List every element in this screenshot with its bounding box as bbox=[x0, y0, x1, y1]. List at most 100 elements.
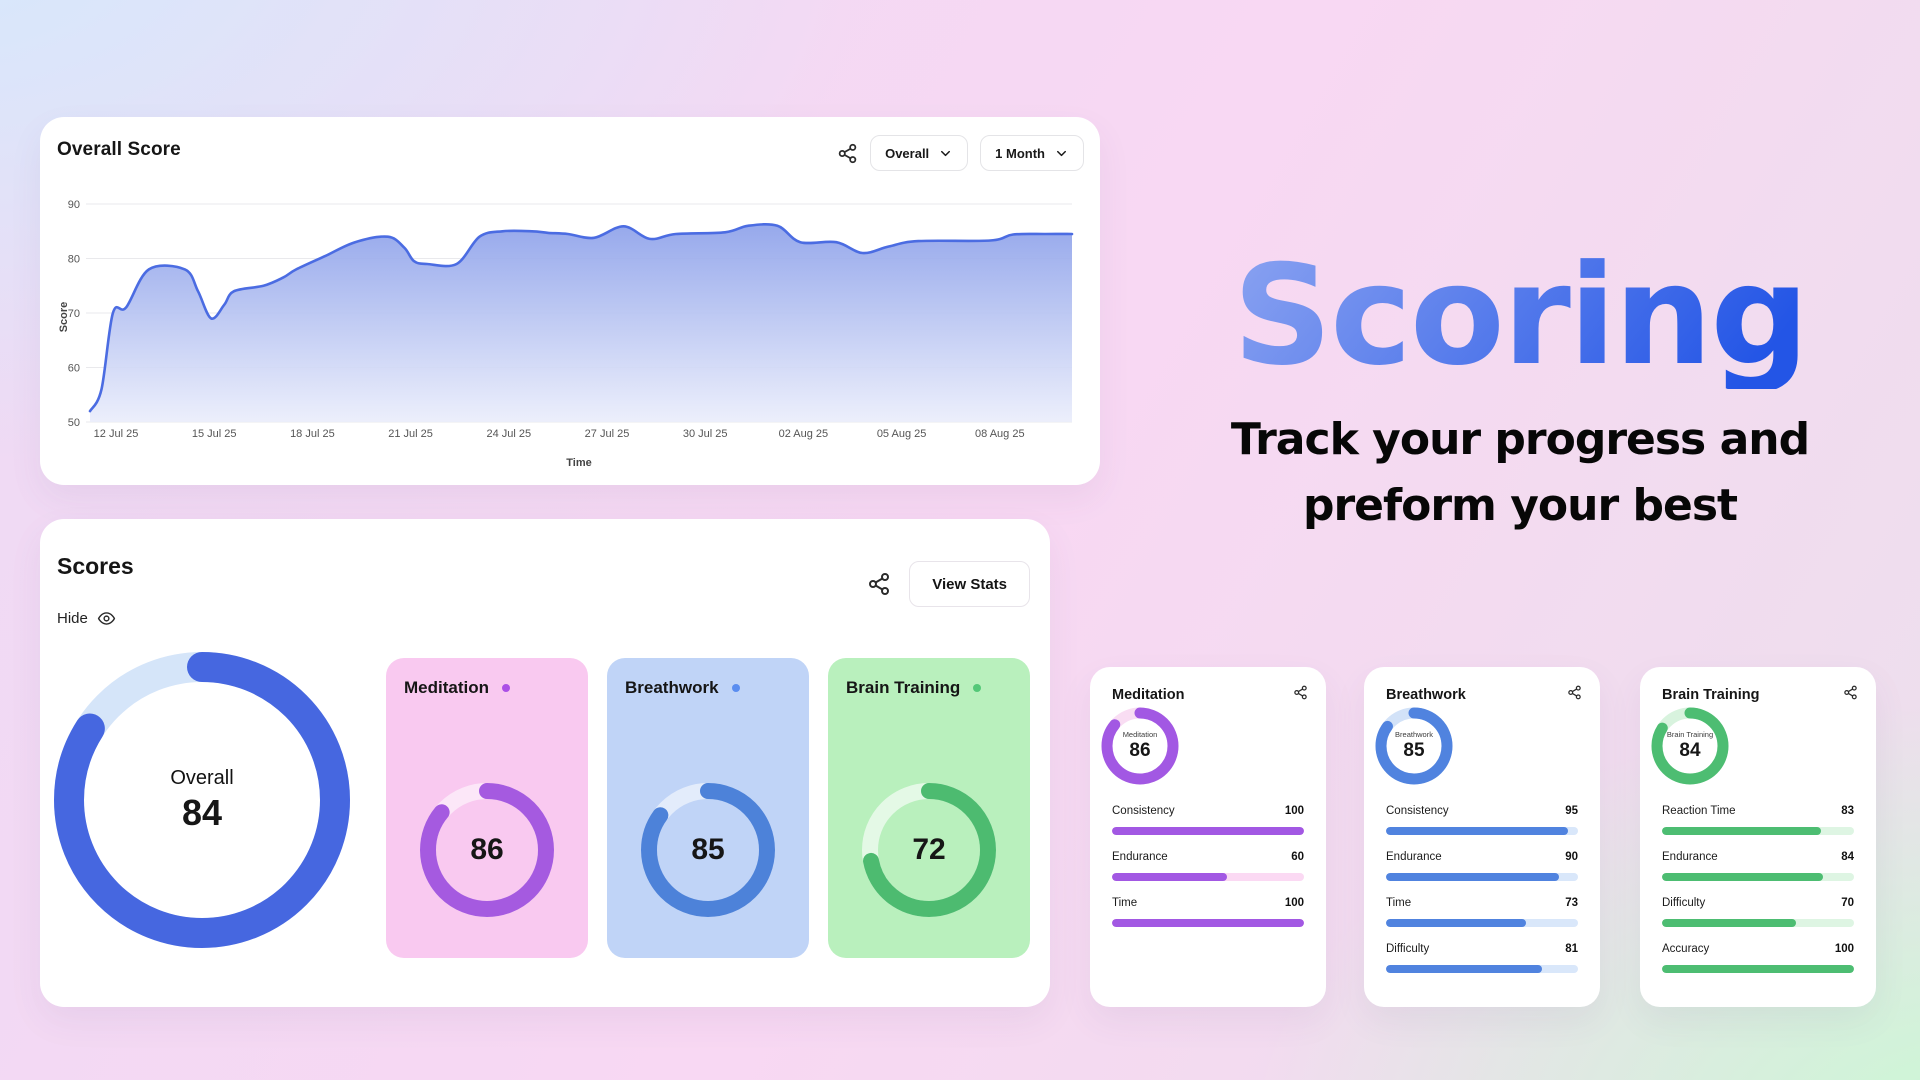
category-title: Meditation bbox=[404, 678, 510, 698]
detail-ring-score: 85 bbox=[1403, 740, 1425, 761]
hide-label: Hide bbox=[57, 610, 88, 627]
metric-bar-fill bbox=[1112, 873, 1228, 881]
svg-text:05 Aug 25: 05 Aug 25 bbox=[877, 428, 927, 440]
metric-value: 81 bbox=[1565, 943, 1578, 955]
metric-label: Time bbox=[1386, 897, 1412, 909]
category-title: Breathwork bbox=[625, 678, 740, 698]
share-icon[interactable] bbox=[837, 143, 858, 164]
metric-value: 100 bbox=[1284, 805, 1304, 817]
metric-value: 100 bbox=[1834, 943, 1854, 955]
metric-dropdown-label: Overall bbox=[885, 145, 930, 161]
metric-bar bbox=[1662, 919, 1854, 927]
share-icon[interactable] bbox=[1293, 685, 1308, 700]
category-card-meditation: Meditation 86 bbox=[386, 658, 588, 958]
detail-card-meditation: Meditation Meditation 86 Consistency 100 Endu… bbox=[1090, 667, 1326, 1007]
svg-text:Time: Time bbox=[566, 457, 591, 469]
svg-text:08 Aug 25: 08 Aug 25 bbox=[975, 428, 1025, 440]
metric-value: 70 bbox=[1841, 897, 1854, 909]
category-ring: 86 bbox=[417, 780, 557, 920]
category-name: Meditation bbox=[404, 678, 489, 697]
category-title: Brain Training bbox=[846, 678, 982, 698]
metric-label: Endurance bbox=[1112, 851, 1168, 863]
metric-bar-fill bbox=[1386, 919, 1527, 927]
metric-value: 83 bbox=[1841, 805, 1854, 817]
svg-text:02 Aug 25: 02 Aug 25 bbox=[779, 428, 829, 440]
metric-dropdown[interactable]: Overall bbox=[870, 135, 969, 171]
metric-row-difficulty: Difficulty 70 bbox=[1662, 897, 1854, 927]
category-cards: Meditation 86 Breathwork 85 Brain Training 72 bbox=[386, 658, 1030, 958]
category-score: 86 bbox=[470, 833, 504, 866]
metric-label: Consistency bbox=[1386, 805, 1449, 817]
metric-row-endurance: Endurance 90 bbox=[1386, 851, 1578, 881]
chevron-down-icon bbox=[1057, 150, 1066, 156]
category-score: 85 bbox=[691, 833, 725, 866]
svg-text:Score: Score bbox=[58, 302, 70, 333]
metric-value: 95 bbox=[1565, 805, 1578, 817]
overall-score-card: Overall Score Overall 1 Month 50 60 70 80 90… bbox=[40, 117, 1100, 485]
detail-ring: Meditation 86 bbox=[1100, 706, 1180, 786]
metric-label: Time bbox=[1112, 897, 1138, 909]
metric-label: Accuracy bbox=[1662, 943, 1710, 955]
hero-subtitle-line1: Track your progress and bbox=[1230, 413, 1810, 465]
metric-bar bbox=[1386, 827, 1578, 835]
hide-toggle[interactable]: Hide bbox=[57, 609, 116, 628]
metric-row-consistency: Consistency 100 bbox=[1112, 805, 1304, 835]
metric-bar-fill bbox=[1386, 827, 1569, 835]
overall-card-actions: Overall 1 Month bbox=[837, 135, 1084, 171]
category-card-brain-training: Brain Training 72 bbox=[828, 658, 1030, 958]
hero-section: Scoring Track your progress and preform … bbox=[1140, 243, 1900, 539]
scores-card: Scores View Stats Hide Overall 84 Medita… bbox=[40, 519, 1050, 1007]
svg-text:12 Jul 25: 12 Jul 25 bbox=[94, 428, 139, 440]
metric-row-endurance: Endurance 60 bbox=[1112, 851, 1304, 881]
detail-ring-label: Meditation bbox=[1122, 730, 1158, 739]
range-dropdown[interactable]: 1 Month bbox=[980, 135, 1084, 171]
metric-label: Difficulty bbox=[1386, 943, 1430, 955]
view-stats-button[interactable]: View Stats bbox=[909, 561, 1030, 607]
metric-value: 84 bbox=[1841, 851, 1854, 863]
eye-icon bbox=[97, 612, 115, 625]
metric-bar bbox=[1662, 965, 1854, 973]
metric-value: 73 bbox=[1565, 897, 1578, 909]
detail-ring-label: Breathwork bbox=[1395, 730, 1433, 739]
svg-text:18 Jul 25: 18 Jul 25 bbox=[290, 428, 335, 440]
metric-bar-fill bbox=[1386, 873, 1559, 881]
category-card-breathwork: Breathwork 85 bbox=[607, 658, 809, 958]
share-icon[interactable] bbox=[1843, 685, 1858, 700]
metric-row-consistency: Consistency 95 bbox=[1386, 805, 1578, 835]
detail-card-breathwork: Breathwork Breathwork 85 Consistency 95 Endur… bbox=[1364, 667, 1600, 1007]
detail-card-title: Meditation bbox=[1112, 687, 1185, 703]
svg-text:21 Jul 25: 21 Jul 25 bbox=[388, 428, 433, 440]
range-dropdown-label: 1 Month bbox=[995, 145, 1045, 161]
svg-text:70: 70 bbox=[68, 308, 80, 320]
scores-card-actions: View Stats bbox=[867, 561, 1030, 607]
detail-metrics: Consistency 95 Endurance 90 Time 73 Difficulty… bbox=[1386, 805, 1578, 989]
metric-row-reaction-time: Reaction Time 83 bbox=[1662, 805, 1854, 835]
detail-metrics: Consistency 100 Endurance 60 Time 100 bbox=[1112, 805, 1304, 943]
overall-ring: Overall 84 bbox=[52, 650, 352, 950]
share-icon[interactable] bbox=[1567, 685, 1582, 700]
metric-bar bbox=[1386, 873, 1578, 881]
metric-bar bbox=[1386, 965, 1578, 973]
category-name: Breathwork bbox=[625, 678, 719, 697]
metric-bar-fill bbox=[1112, 827, 1304, 835]
share-icon[interactable] bbox=[867, 572, 891, 596]
metric-bar-fill bbox=[1386, 965, 1542, 973]
metric-value: 90 bbox=[1565, 851, 1578, 863]
detail-card-title: Brain Training bbox=[1662, 687, 1760, 703]
metric-bar-fill bbox=[1662, 873, 1824, 881]
overall-ring-label: Overall bbox=[170, 766, 234, 789]
metric-label: Endurance bbox=[1386, 851, 1442, 863]
detail-ring-label: Brain Training bbox=[1666, 730, 1714, 739]
category-ring: 85 bbox=[638, 780, 778, 920]
metric-bar bbox=[1386, 919, 1578, 927]
svg-text:90: 90 bbox=[68, 199, 80, 211]
metric-row-endurance: Endurance 84 bbox=[1662, 851, 1854, 881]
overall-score-title: Overall Score bbox=[57, 139, 181, 160]
metric-label: Difficulty bbox=[1662, 897, 1706, 909]
metric-bar-fill bbox=[1662, 919, 1797, 927]
detail-ring: Brain Training 84 bbox=[1650, 706, 1730, 786]
detail-ring: Breathwork 85 bbox=[1374, 706, 1454, 786]
overall-ring-value: 84 bbox=[181, 791, 223, 833]
svg-text:80: 80 bbox=[68, 254, 80, 266]
